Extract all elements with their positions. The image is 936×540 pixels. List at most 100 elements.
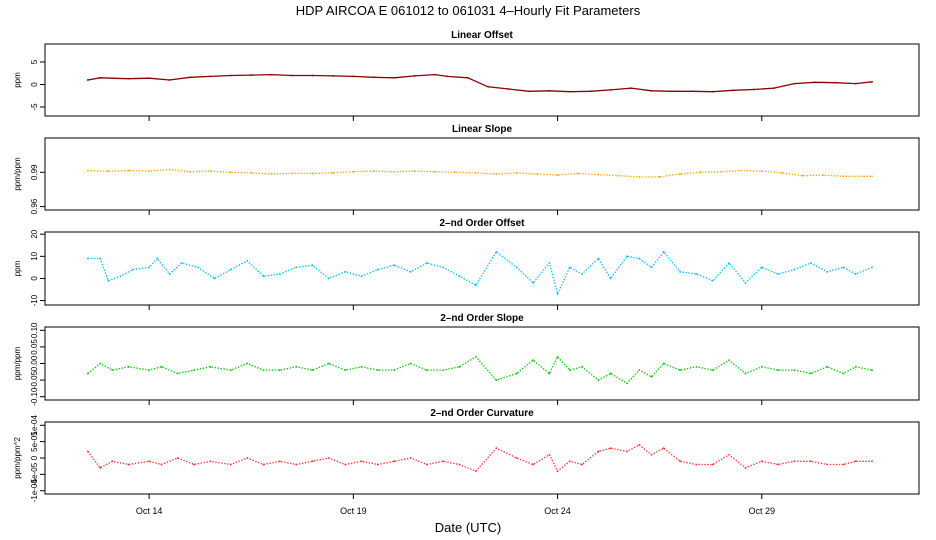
panel-title: 2–nd Order Offset bbox=[439, 218, 525, 229]
data-point bbox=[278, 460, 281, 463]
x-tick-label: Oct 14 bbox=[136, 506, 163, 516]
data-point bbox=[728, 359, 730, 362]
data-point bbox=[474, 470, 477, 472]
data-point bbox=[393, 460, 396, 463]
data-point bbox=[332, 75, 334, 77]
series-line bbox=[87, 168, 872, 178]
data-point bbox=[695, 365, 698, 368]
panel-title: Linear Offset bbox=[451, 30, 513, 41]
panel-4: 2–nd Order Slope ppm/ppm -0.10-0.050.000.0… bbox=[13, 313, 920, 406]
data-point bbox=[127, 463, 130, 466]
data-point bbox=[246, 457, 249, 459]
y-axis-label: ppm bbox=[13, 260, 22, 276]
data-point bbox=[376, 463, 379, 466]
data-point bbox=[393, 170, 396, 173]
data-point bbox=[871, 80, 873, 83]
data-point bbox=[728, 262, 730, 264]
data-point bbox=[393, 369, 396, 372]
data-point bbox=[119, 275, 122, 278]
data-point bbox=[372, 170, 375, 173]
series-line bbox=[87, 355, 873, 385]
data-point bbox=[854, 273, 857, 275]
panel-title: Linear Slope bbox=[452, 124, 512, 135]
data-point bbox=[548, 89, 551, 92]
data-point bbox=[842, 175, 845, 178]
data-point bbox=[360, 460, 363, 463]
series-line bbox=[87, 250, 873, 296]
data-point bbox=[507, 88, 510, 90]
y-axis-label: ppm bbox=[13, 72, 22, 88]
data-point bbox=[156, 257, 159, 260]
y-axis-label: ppm/ppm bbox=[13, 346, 22, 380]
data-point bbox=[732, 89, 735, 92]
data-point bbox=[148, 266, 151, 269]
data-point bbox=[626, 382, 628, 385]
data-point bbox=[515, 171, 518, 174]
x-tick-label: Oct 19 bbox=[340, 506, 367, 516]
data-point bbox=[327, 457, 330, 459]
data-point bbox=[548, 372, 551, 375]
data-point bbox=[699, 171, 702, 174]
data-point bbox=[638, 369, 641, 372]
data-point bbox=[311, 172, 314, 175]
data-point bbox=[311, 264, 314, 267]
data-point bbox=[826, 365, 829, 368]
data-point bbox=[311, 460, 314, 463]
data-point bbox=[568, 90, 571, 93]
data-point bbox=[658, 175, 661, 178]
data-point bbox=[127, 77, 130, 80]
data-point bbox=[111, 369, 114, 372]
data-point bbox=[793, 369, 796, 372]
data-point bbox=[609, 277, 612, 280]
data-point bbox=[168, 79, 171, 81]
data-point bbox=[679, 369, 681, 372]
data-point bbox=[740, 169, 743, 172]
data-point bbox=[148, 460, 151, 463]
data-point bbox=[597, 379, 600, 381]
data-point bbox=[393, 76, 396, 79]
data-point bbox=[270, 173, 273, 175]
data-point bbox=[327, 362, 330, 365]
data-point bbox=[809, 372, 812, 375]
data-point bbox=[777, 369, 779, 372]
data-point bbox=[474, 355, 477, 358]
data-point bbox=[589, 90, 592, 93]
data-point bbox=[495, 379, 498, 381]
data-point bbox=[474, 171, 477, 174]
data-point bbox=[278, 273, 281, 275]
data-point bbox=[626, 450, 628, 453]
data-point bbox=[229, 463, 232, 466]
data-point bbox=[638, 257, 641, 260]
data-point bbox=[515, 266, 518, 269]
y-tick-label: -1e-04 bbox=[30, 479, 39, 503]
data-point bbox=[352, 170, 355, 173]
data-point bbox=[695, 463, 698, 466]
data-point bbox=[691, 90, 694, 93]
data-point bbox=[711, 463, 714, 466]
data-point bbox=[327, 277, 330, 280]
data-point bbox=[278, 369, 281, 372]
data-point bbox=[495, 447, 498, 450]
data-point bbox=[295, 266, 298, 269]
data-point bbox=[720, 170, 722, 173]
data-point bbox=[413, 75, 416, 77]
data-point bbox=[842, 463, 845, 466]
data-point bbox=[638, 175, 641, 178]
data-point bbox=[548, 453, 551, 456]
data-point bbox=[229, 268, 232, 271]
data-point bbox=[854, 460, 857, 463]
data-point bbox=[189, 76, 191, 79]
data-point bbox=[425, 369, 428, 372]
panel-5: 2–nd Order Curvature ppm/ppm^2 -1e-04-5e-0… bbox=[13, 408, 920, 503]
y-tick-label: 0.00 bbox=[30, 355, 39, 371]
data-point bbox=[311, 74, 314, 77]
plot-frame bbox=[44, 43, 920, 117]
y-tick-label: 0.96 bbox=[30, 198, 39, 214]
data-point bbox=[474, 284, 477, 286]
data-point bbox=[728, 453, 730, 456]
data-point bbox=[229, 171, 232, 174]
data-point bbox=[127, 169, 130, 172]
data-point bbox=[744, 372, 747, 375]
data-point bbox=[209, 460, 212, 463]
data-point bbox=[711, 279, 714, 282]
